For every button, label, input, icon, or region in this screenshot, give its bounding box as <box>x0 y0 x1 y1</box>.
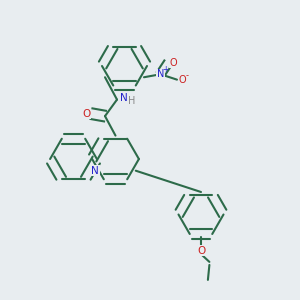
Text: O: O <box>197 245 205 256</box>
Text: N: N <box>92 166 99 176</box>
Text: -: - <box>185 70 188 80</box>
Text: H: H <box>128 96 135 106</box>
Text: N: N <box>120 93 128 103</box>
Text: O: O <box>178 75 186 85</box>
Text: N: N <box>157 69 164 79</box>
Text: O: O <box>169 58 177 68</box>
Text: +: + <box>163 65 169 74</box>
Text: O: O <box>82 109 90 119</box>
